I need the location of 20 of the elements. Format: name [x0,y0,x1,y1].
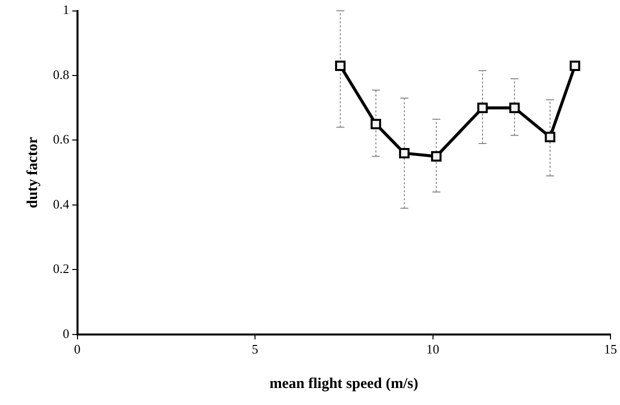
y-tick-label: 0.4 [53,196,70,212]
point [544,132,556,142]
x-axis-title: mean flight speed (m/s) [270,376,418,392]
point [477,102,488,114]
x-tick-label: 0 [74,342,80,357]
point [431,151,442,162]
y-axis-title: duty factor [24,136,41,208]
y-tick-label: 0.6 [53,132,70,147]
x-tick-label: 15 [604,342,617,357]
point [570,60,580,72]
point [509,102,520,114]
point [335,60,346,72]
x-tick-label: 5 [252,342,258,357]
y-tick-label: 1 [62,2,70,18]
y-tick-label: 0.8 [53,66,70,82]
x-tick-label: 10 [426,342,440,357]
point [399,148,410,158]
y-tick-label: 0 [62,326,70,341]
y-tick-label: 0.2 [53,261,70,276]
point [370,118,382,130]
